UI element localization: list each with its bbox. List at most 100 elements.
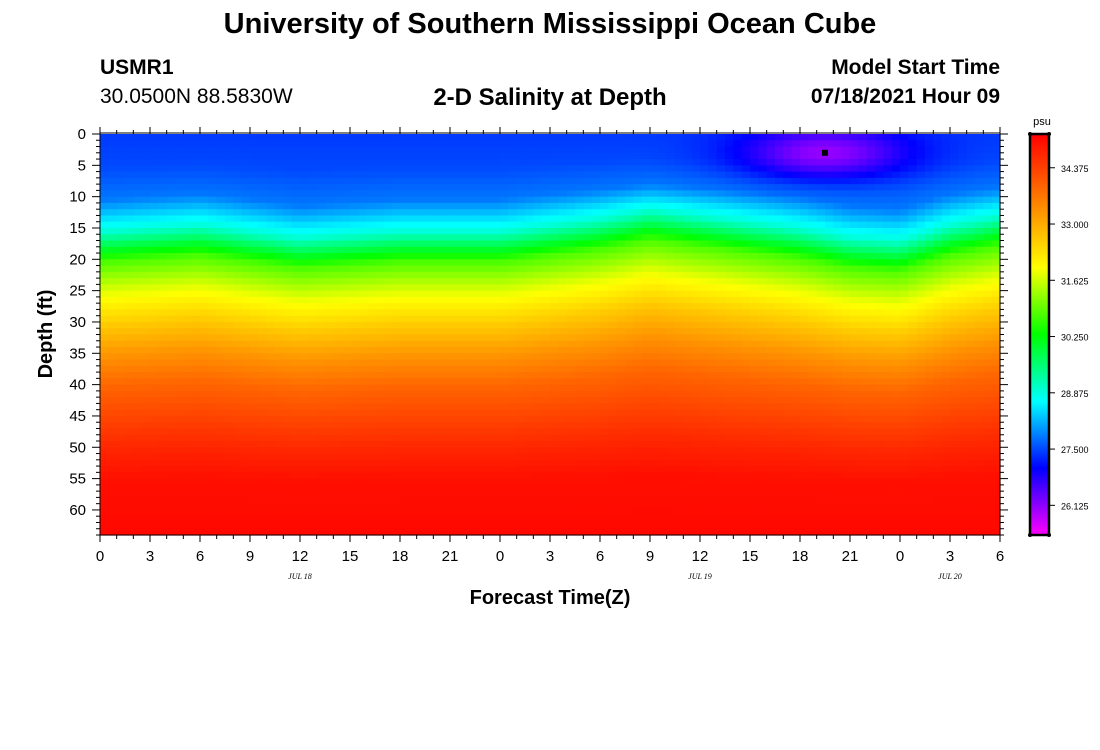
- heatmap-cell: [666, 171, 676, 179]
- heatmap-cell: [241, 390, 251, 398]
- heatmap-cell: [300, 484, 309, 492]
- heatmap-cell: [600, 516, 609, 524]
- heatmap-cell: [708, 259, 718, 267]
- heatmap-cell: [275, 340, 284, 348]
- heatmap-cell: [150, 146, 159, 154]
- heatmap-cell: [458, 215, 468, 223]
- heatmap-cell: [291, 152, 301, 160]
- heatmap-cell: [525, 340, 534, 348]
- heatmap-cell: [625, 328, 634, 336]
- heatmap-cell: [283, 284, 293, 292]
- heatmap-cell: [325, 390, 334, 398]
- heatmap-cell: [708, 516, 718, 524]
- heatmap-cell: [375, 171, 384, 179]
- heatmap-cell: [191, 315, 201, 323]
- heatmap-cell: [675, 140, 684, 148]
- heatmap-cell: [650, 484, 659, 492]
- heatmap-cell: [291, 478, 301, 486]
- heatmap-cell: [158, 202, 168, 210]
- heatmap-cell: [166, 240, 176, 248]
- heatmap-cell: [650, 478, 659, 486]
- heatmap-cell: [350, 202, 359, 210]
- heatmap-cell: [583, 466, 593, 473]
- heatmap-cell: [516, 340, 526, 348]
- heatmap-cell: [366, 234, 376, 242]
- heatmap-cell: [358, 134, 368, 141]
- heatmap-cell: [675, 441, 684, 448]
- heatmap-cell: [475, 390, 484, 398]
- heatmap-cell: [175, 378, 184, 386]
- heatmap-cell: [208, 284, 218, 292]
- heatmap-cell: [400, 227, 409, 235]
- heatmap-cell: [591, 284, 601, 292]
- heatmap-cell: [258, 265, 268, 273]
- heatmap-cell: [591, 415, 601, 423]
- heatmap-cell: [675, 372, 684, 379]
- heatmap-cell: [608, 215, 618, 223]
- heatmap-cell: [591, 290, 601, 298]
- heatmap-cell: [441, 259, 451, 267]
- heatmap-cell: [550, 140, 559, 148]
- heatmap-cell: [458, 259, 468, 267]
- heatmap-cell: [641, 403, 651, 411]
- heatmap-cell: [500, 516, 509, 524]
- heatmap-cell: [508, 509, 518, 517]
- heatmap-cell: [333, 190, 343, 198]
- heatmap-cell: [291, 422, 301, 430]
- heatmap-cell: [208, 353, 218, 361]
- heatmap-cell: [333, 365, 343, 373]
- heatmap-cell: [650, 453, 659, 461]
- heatmap-cell: [433, 171, 443, 179]
- heatmap-cell: [241, 447, 251, 455]
- heatmap-cell: [300, 265, 309, 273]
- heatmap-cell: [425, 353, 434, 361]
- heatmap-cell: [641, 152, 651, 160]
- heatmap-cell: [358, 359, 368, 367]
- heatmap-cell: [208, 221, 218, 229]
- heatmap-cell: [141, 190, 151, 198]
- heatmap-cell: [275, 334, 284, 342]
- heatmap-cell: [458, 353, 468, 361]
- heatmap-cell: [325, 365, 334, 373]
- heatmap-cell: [500, 472, 509, 480]
- heatmap-cell: [508, 415, 518, 423]
- heatmap-cell: [383, 221, 393, 229]
- heatmap-cell: [675, 403, 684, 411]
- heatmap-cell: [583, 227, 593, 235]
- heatmap-cell: [666, 190, 676, 198]
- heatmap-cell: [608, 509, 618, 517]
- heatmap-cell: [625, 516, 634, 524]
- heatmap-cell: [533, 259, 543, 267]
- heatmap-cell: [141, 165, 151, 173]
- heatmap-cell: [391, 528, 401, 536]
- heatmap-cell: [133, 409, 143, 417]
- heatmap-cell: [125, 296, 134, 304]
- heatmap-cell: [583, 296, 593, 304]
- heatmap-cell: [141, 259, 151, 267]
- heatmap-cell: [550, 152, 559, 160]
- heatmap-cell: [741, 271, 751, 279]
- heatmap-cell: [366, 522, 376, 530]
- heatmap-cell: [625, 221, 634, 229]
- heatmap-cell: [591, 484, 601, 492]
- heatmap-cell: [583, 340, 593, 348]
- heatmap-cell: [166, 365, 176, 373]
- heatmap-cell: [100, 278, 109, 285]
- heatmap-cell: [508, 196, 518, 204]
- heatmap-cell: [508, 296, 518, 304]
- heatmap-cell: [166, 196, 176, 204]
- heatmap-cell: [625, 441, 634, 448]
- heatmap-cell: [441, 466, 451, 473]
- heatmap-cell: [525, 522, 534, 530]
- heatmap-cell: [425, 428, 434, 436]
- heatmap-cell: [500, 190, 509, 198]
- heatmap-cell: [258, 415, 268, 423]
- heatmap-cell: [433, 328, 443, 336]
- heatmap-cell: [300, 403, 309, 411]
- heatmap-cell: [258, 397, 268, 405]
- heatmap-cell: [441, 190, 451, 198]
- heatmap-cell: [358, 384, 368, 392]
- heatmap-cell: [483, 315, 493, 323]
- heatmap-cell: [500, 384, 509, 392]
